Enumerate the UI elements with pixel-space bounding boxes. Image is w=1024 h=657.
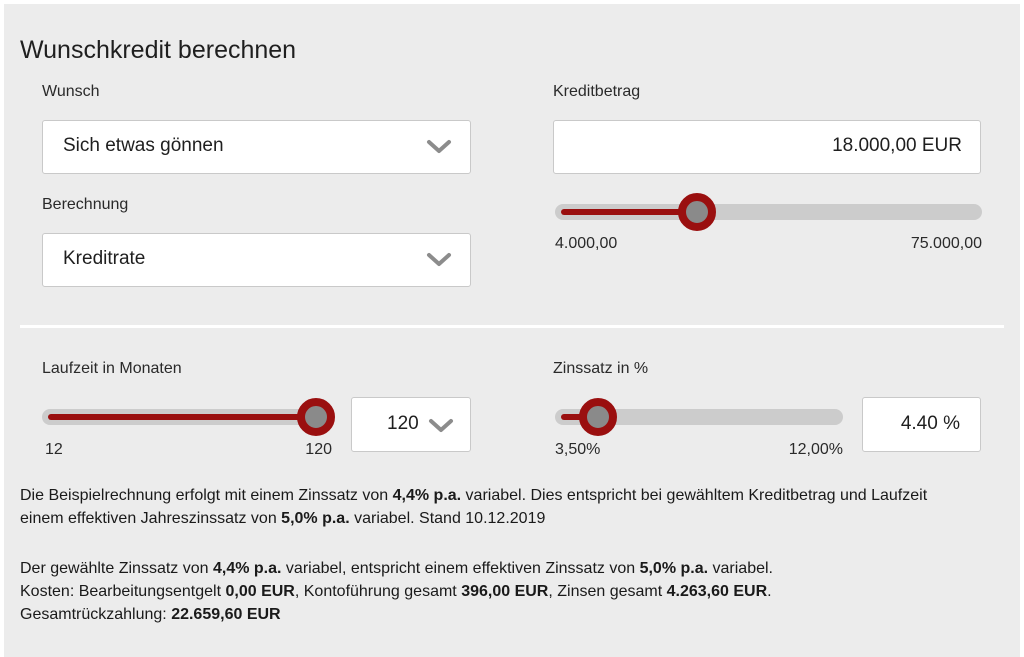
kreditbetrag-input[interactable]: 18.000,00 EUR bbox=[553, 120, 981, 174]
laufzeit-select[interactable]: 120 bbox=[351, 397, 471, 452]
kreditbetrag-unit: EUR bbox=[921, 135, 962, 156]
credit-calculator-panel: Wunschkredit berechnen Wunsch Sich etwas… bbox=[4, 4, 1020, 657]
info2-text-2c: , Kontoführung gesamt bbox=[294, 583, 462, 600]
zinssatz-min-label: 3,50% bbox=[555, 441, 601, 458]
info2-text-2g: . bbox=[767, 583, 772, 600]
laufzeit-label: Laufzeit in Monaten bbox=[42, 360, 182, 377]
zinssatz-slider-handle[interactable] bbox=[579, 398, 618, 436]
info2-text-3a: Gesamtrückzahlung: bbox=[20, 606, 172, 623]
laufzeit-max-label: 120 bbox=[305, 441, 332, 458]
zinssatz-input[interactable]: 4.40 % bbox=[862, 397, 981, 452]
berechnung-select[interactable]: Kreditrate bbox=[42, 233, 471, 287]
zinssatz-value-text: 4.40 bbox=[900, 413, 938, 434]
wunsch-value: Sich etwas gönnen bbox=[63, 135, 224, 156]
laufzeit-min-label: 12 bbox=[45, 441, 63, 458]
kreditbetrag-slider-fill bbox=[561, 209, 698, 215]
total-repayment: 22.659,60 EUR bbox=[171, 606, 281, 623]
info1-text-2: variabel. Dies entspricht bei gewähltem … bbox=[461, 487, 928, 504]
laufzeit-slider-fill bbox=[48, 414, 316, 420]
cost-summary-text: Der gewählte Zinssatz von 4,4% p.a. vari… bbox=[20, 557, 1010, 626]
zinssatz-slider[interactable] bbox=[555, 398, 843, 436]
info2-text-1c: variabel, entspricht einem effektiven Zi… bbox=[281, 560, 640, 577]
kreditbetrag-min-label: 4.000,00 bbox=[555, 235, 618, 252]
example-calculation-text: Die Beispielrechnung erfolgt mit einem Z… bbox=[20, 484, 1010, 530]
zinssatz-value: 4.40 % bbox=[901, 413, 960, 435]
total-interest: 4.263,60 EUR bbox=[666, 583, 768, 600]
laufzeit-selected: 120 bbox=[387, 413, 419, 434]
zinssatz-label: Zinssatz in % bbox=[553, 360, 649, 377]
info1-text-4: variabel. Stand 10.12.2019 bbox=[349, 510, 546, 527]
info1-effective-rate: 5,0% p.a. bbox=[281, 510, 350, 527]
processing-fee: 0,00 EUR bbox=[225, 583, 295, 600]
info1-rate: 4,4% p.a. bbox=[392, 487, 462, 504]
info1-text-1: Die Beispielrechnung erfolgt mit einem Z… bbox=[20, 487, 393, 504]
chevron-down-icon bbox=[429, 419, 453, 432]
info2-text-1a: Der gewählte Zinssatz von bbox=[20, 560, 213, 577]
chevron-down-icon bbox=[427, 140, 451, 153]
page-title: Wunschkredit berechnen bbox=[20, 36, 297, 64]
wunsch-label: Wunsch bbox=[42, 83, 100, 100]
zinssatz-max-label: 12,00% bbox=[788, 441, 843, 458]
kreditbetrag-slider[interactable] bbox=[555, 193, 982, 231]
laufzeit-slider-handle[interactable] bbox=[297, 398, 335, 436]
account-fees: 396,00 EUR bbox=[461, 583, 549, 600]
kreditbetrag-label: Kreditbetrag bbox=[553, 83, 641, 100]
laufzeit-slider[interactable] bbox=[42, 398, 335, 436]
berechnung-value: Kreditrate bbox=[63, 248, 146, 269]
chevron-down-icon bbox=[427, 253, 451, 266]
zinssatz-unit: % bbox=[943, 413, 960, 434]
wunsch-select[interactable]: Sich etwas gönnen bbox=[42, 120, 471, 174]
section-divider bbox=[20, 325, 1004, 328]
info2-effective-rate: 5,0% p.a. bbox=[639, 560, 709, 577]
info2-text-2e: , Zinsen gesamt bbox=[548, 583, 667, 600]
berechnung-label: Berechnung bbox=[42, 196, 129, 213]
info1-text-3: einem effektiven Jahreszinssatz von bbox=[20, 510, 282, 527]
kreditbetrag-slider-handle[interactable] bbox=[678, 193, 717, 231]
kreditbetrag-value: 18.000,00 EUR bbox=[832, 135, 962, 157]
info2-text-1e: variabel. bbox=[708, 560, 773, 577]
info2-text-2a: Kosten: Bearbeitungsentgelt bbox=[20, 583, 226, 600]
info2-rate: 4,4% p.a. bbox=[212, 560, 282, 577]
kreditbetrag-amount: 18.000,00 bbox=[832, 135, 917, 156]
kreditbetrag-max-label: 75.000,00 bbox=[910, 235, 982, 252]
